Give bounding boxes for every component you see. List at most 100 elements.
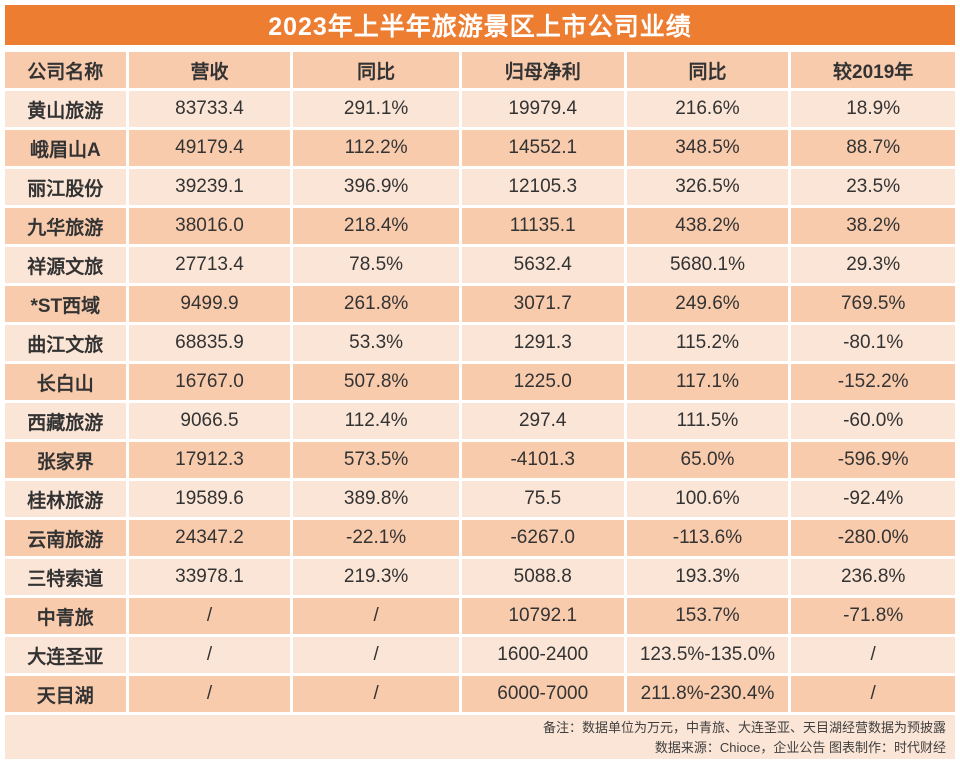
table-cell: 27713.4	[128, 247, 291, 283]
table-row: 天目湖 //6000-7000 211.8%-230.4% /	[5, 676, 955, 712]
footer-note: 备注：数据单位为万元，中青旅、大连圣亚、天目湖经营数据为预披露 数据来源：Chi…	[5, 715, 955, 759]
table-cell: 83733.4	[128, 91, 291, 127]
table-cell: -113.6%	[626, 520, 789, 556]
table-cell: 12105.3	[461, 169, 624, 205]
table-cell: 19979.4	[461, 91, 624, 127]
table-cell: 291.1%	[293, 91, 459, 127]
table-cell: 29.3%	[791, 247, 955, 283]
table-row: 曲江文旅 68835.9 53.3% 1291.3 115.2% -80.1%	[5, 325, 955, 361]
table-cell: 115.2%	[626, 325, 789, 361]
table-row: 长白山 16767.0 507.8% 1225.0 117.1% -152.2%	[5, 364, 955, 400]
table-cell: -4101.3	[461, 442, 624, 478]
table-row: 云南旅游 24347.2 -22.1% -6267.0 -113.6% -280.0%	[5, 520, 955, 556]
table-cell: -596.9%	[791, 442, 955, 478]
title-bar: 2023年上半年旅游景区上市公司业绩	[5, 5, 955, 45]
table-row: 祥源文旅 27713.4 78.5% 5632.4 5680.1% 29.3%	[5, 247, 955, 283]
table-cell: 123.5%-135.0%	[626, 637, 789, 673]
table-cell: 1600-2400	[461, 637, 624, 673]
table-row: 中青旅 //10792.1 153.7% -71.8%	[5, 598, 955, 634]
column-header-vs-2019: 较2019年	[791, 52, 955, 88]
table-cell: 100.6%	[626, 481, 789, 517]
table-cell: -280.0%	[791, 520, 955, 556]
table-cell: 507.8%	[293, 364, 459, 400]
table-cell: 3071.7	[461, 286, 624, 322]
table-cell: /	[128, 637, 291, 673]
table-cell: 23.5%	[791, 169, 955, 205]
table-cell: 396.9%	[293, 169, 459, 205]
table-cell: 218.4%	[293, 208, 459, 244]
table-cell: 153.7%	[626, 598, 789, 634]
table-cell: /	[791, 676, 955, 712]
table-cell: 216.6%	[626, 91, 789, 127]
table-row: 桂林旅游 19589.6 389.8% 75.5 100.6% -92.4%	[5, 481, 955, 517]
company-name: 祥源文旅	[5, 247, 126, 283]
header-row: 公司名称 营收 同比 归母净利 同比 较2019年	[5, 52, 955, 88]
table-cell: 211.8%-230.4%	[626, 676, 789, 712]
table-cell: /	[791, 637, 955, 673]
table-cell: 326.5%	[626, 169, 789, 205]
performance-table: 公司名称 营收 同比 归母净利 同比 较2019年 黄山旅游 83733.4 291…	[2, 49, 958, 715]
table-cell: 10792.1	[461, 598, 624, 634]
table-cell: /	[293, 676, 459, 712]
column-header-net-profit: 归母净利	[461, 52, 624, 88]
table-cell: 111.5%	[626, 403, 789, 439]
company-name: 中青旅	[5, 598, 126, 634]
table-cell: 17912.3	[128, 442, 291, 478]
table-cell: 297.4	[461, 403, 624, 439]
table-cell: 24347.2	[128, 520, 291, 556]
table-cell: 389.8%	[293, 481, 459, 517]
table-body: 黄山旅游 83733.4 291.1% 19979.4 216.6% 18.9% 峨眉山A 4…	[5, 91, 955, 712]
table-cell: 53.3%	[293, 325, 459, 361]
table-cell: 78.5%	[293, 247, 459, 283]
company-name: 大连圣亚	[5, 637, 126, 673]
column-header-yoy-revenue: 同比	[293, 52, 459, 88]
company-name: 三特索道	[5, 559, 126, 595]
table-row: 西藏旅游 9066.5 112.4% 297.4 111.5% -60.0%	[5, 403, 955, 439]
table-cell: 249.6%	[626, 286, 789, 322]
company-name: 峨眉山A	[5, 130, 126, 166]
table-cell: -80.1%	[791, 325, 955, 361]
table-cell: 5632.4	[461, 247, 624, 283]
company-name: 黄山旅游	[5, 91, 126, 127]
table-cell: 65.0%	[626, 442, 789, 478]
table-cell: 75.5	[461, 481, 624, 517]
table-cell: -6267.0	[461, 520, 624, 556]
table-cell: -92.4%	[791, 481, 955, 517]
table-cell: /	[128, 598, 291, 634]
company-name: 丽江股份	[5, 169, 126, 205]
table-cell: 38.2%	[791, 208, 955, 244]
table-row: 大连圣亚 //1600-2400 123.5%-135.0% /	[5, 637, 955, 673]
footer-source-line: 数据来源：Chioce，企业公告 图表制作：时代财经	[654, 740, 946, 755]
table-cell: 16767.0	[128, 364, 291, 400]
table-cell: 5680.1%	[626, 247, 789, 283]
table-cell: 18.9%	[791, 91, 955, 127]
company-name: 九华旅游	[5, 208, 126, 244]
table-cell: 193.3%	[626, 559, 789, 595]
table-cell: -71.8%	[791, 598, 955, 634]
column-header-company: 公司名称	[5, 52, 126, 88]
company-name: 张家界	[5, 442, 126, 478]
table-cell: 88.7%	[791, 130, 955, 166]
column-header-yoy-profit: 同比	[626, 52, 789, 88]
table-row: 丽江股份 39239.1 396.9% 12105.3 326.5% 23.5%	[5, 169, 955, 205]
table-cell: 19589.6	[128, 481, 291, 517]
table-cell: 68835.9	[128, 325, 291, 361]
table-cell: 9499.9	[128, 286, 291, 322]
table-row: 黄山旅游 83733.4 291.1% 19979.4 216.6% 18.9%	[5, 91, 955, 127]
table-cell: 39239.1	[128, 169, 291, 205]
table-cell: 348.5%	[626, 130, 789, 166]
company-name: 桂林旅游	[5, 481, 126, 517]
column-header-revenue: 营收	[128, 52, 291, 88]
table-cell: 236.8%	[791, 559, 955, 595]
table-row: 九华旅游 38016.0 218.4% 11135.1 438.2% 38.2%	[5, 208, 955, 244]
company-name: 长白山	[5, 364, 126, 400]
table-cell: 5088.8	[461, 559, 624, 595]
table-cell: 769.5%	[791, 286, 955, 322]
table-row: *ST西域 9499.9 261.8% 3071.7 249.6% 769.5%	[5, 286, 955, 322]
table-cell: 1291.3	[461, 325, 624, 361]
table-row: 三特索道 33978.1 219.3% 5088.8 193.3% 236.8%	[5, 559, 955, 595]
company-name: 云南旅游	[5, 520, 126, 556]
table-cell: 9066.5	[128, 403, 291, 439]
table-cell: 112.2%	[293, 130, 459, 166]
table-cell: 261.8%	[293, 286, 459, 322]
